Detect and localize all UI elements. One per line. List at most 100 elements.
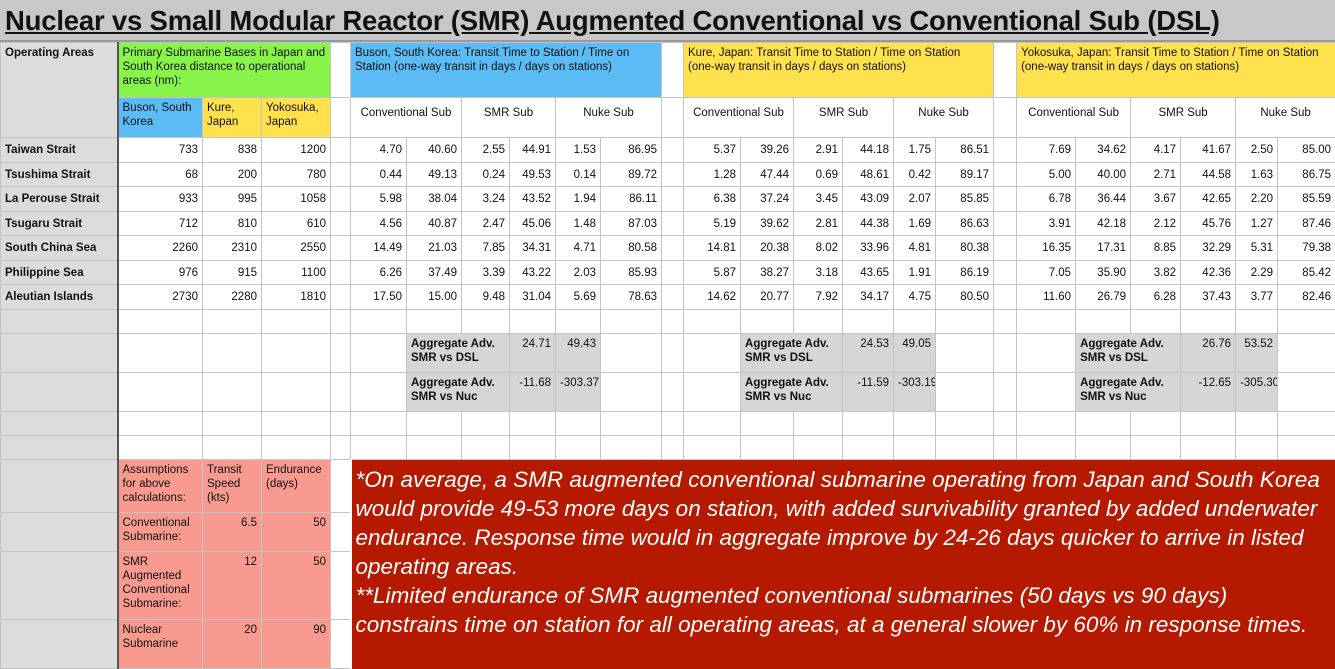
yokosuka-value[interactable]: 4.17 <box>1131 138 1181 163</box>
buson-value[interactable]: 0.24 <box>462 163 510 187</box>
empty-cell[interactable] <box>794 310 843 334</box>
empty-cell[interactable] <box>351 310 407 334</box>
buson-value[interactable]: 3.39 <box>462 261 510 285</box>
yokosuka-value[interactable]: 2.29 <box>1236 261 1278 285</box>
aggregate-nuc-label[interactable]: Aggregate Adv. SMR vs Nuc <box>1076 373 1181 412</box>
empty-cell[interactable] <box>994 310 1017 334</box>
aggregate-nuc-transit[interactable]: -12.65 <box>1181 373 1236 412</box>
kure-value[interactable]: 80.50 <box>936 285 994 310</box>
kure-value[interactable]: 89.17 <box>936 163 994 187</box>
empty-cell[interactable] <box>843 310 894 334</box>
kure-value[interactable]: 37.24 <box>741 187 794 212</box>
empty-cell[interactable] <box>741 436 794 460</box>
assumptions-header[interactable]: Assumptions for above calculations: <box>118 460 203 513</box>
kure-value[interactable]: 47.44 <box>741 163 794 187</box>
aggregate-nuc-station[interactable]: -303.19 <box>894 373 936 412</box>
kure-value[interactable]: 1.75 <box>894 138 936 163</box>
yokosuka-value[interactable]: 2.20 <box>1236 187 1278 212</box>
yokosuka-value[interactable]: 82.46 <box>1278 285 1335 310</box>
empty-cell[interactable] <box>936 373 994 412</box>
gap-cell[interactable] <box>662 163 684 187</box>
distance-value[interactable]: 1100 <box>262 261 331 285</box>
empty-cell[interactable] <box>331 334 351 373</box>
empty-cell[interactable] <box>1131 310 1181 334</box>
gap-cell[interactable] <box>994 285 1017 310</box>
operating-area-name[interactable]: Aleutian Islands <box>1 285 118 310</box>
distance-value[interactable]: 1200 <box>262 138 331 163</box>
empty-cell[interactable] <box>662 310 684 334</box>
yokosuka-value[interactable]: 11.60 <box>1017 285 1076 310</box>
transit-speed-header[interactable]: Transit Speed (kts) <box>203 460 262 513</box>
kure-value[interactable]: 44.38 <box>843 212 894 236</box>
empty-cell[interactable] <box>1236 310 1278 334</box>
buson-value[interactable]: 37.49 <box>407 261 462 285</box>
kure-value[interactable]: 48.61 <box>843 163 894 187</box>
empty-cell[interactable] <box>601 373 662 412</box>
gap-cell[interactable] <box>351 334 407 373</box>
distance-value[interactable]: 712 <box>118 212 203 236</box>
yokosuka-value[interactable]: 85.59 <box>1278 187 1335 212</box>
empty-cell[interactable] <box>1 513 118 552</box>
empty-cell[interactable] <box>462 436 510 460</box>
buson-value[interactable]: 5.98 <box>351 187 407 212</box>
distance-value[interactable]: 2310 <box>203 236 262 261</box>
yokosuka-value[interactable]: 86.75 <box>1278 163 1335 187</box>
yokosuka-value[interactable]: 42.65 <box>1181 187 1236 212</box>
empty-cell[interactable] <box>1017 310 1076 334</box>
aggregate-dsl-transit[interactable]: 24.71 <box>510 334 556 373</box>
empty-cell[interactable] <box>203 436 262 460</box>
gap-cell[interactable] <box>994 261 1017 285</box>
buson-value[interactable]: 34.31 <box>510 236 556 261</box>
buson-value[interactable]: 9.48 <box>462 285 510 310</box>
kure-distance-header[interactable]: Kure, Japan <box>203 98 262 138</box>
buson-value[interactable]: 1.94 <box>556 187 601 212</box>
empty-cell[interactable] <box>262 310 331 334</box>
empty-cell[interactable] <box>1 310 118 334</box>
empty-cell[interactable] <box>351 412 407 436</box>
yokosuka-value[interactable]: 3.67 <box>1131 187 1181 212</box>
yokosuka-value[interactable]: 3.82 <box>1131 261 1181 285</box>
assumption-label[interactable]: SMR Augmented Conventional Submarine: <box>118 552 203 620</box>
gap-cell[interactable] <box>662 285 684 310</box>
operating-area-name[interactable]: South China Sea <box>1 236 118 261</box>
empty-cell[interactable] <box>894 436 936 460</box>
assumption-label[interactable]: Nuclear Submarine <box>118 620 203 669</box>
smr-sub-header[interactable]: SMR Sub <box>1131 98 1236 138</box>
empty-cell[interactable] <box>118 412 203 436</box>
kure-value[interactable]: 4.75 <box>894 285 936 310</box>
gap-cell[interactable] <box>1017 373 1076 412</box>
empty-cell[interactable] <box>203 412 262 436</box>
empty-cell[interactable] <box>1076 310 1131 334</box>
gap-cell[interactable] <box>684 334 741 373</box>
kure-value[interactable]: 8.02 <box>794 236 843 261</box>
aggregate-nuc-station[interactable]: -305.30 <box>1236 373 1278 412</box>
empty-cell[interactable] <box>936 436 994 460</box>
assumption-endurance[interactable]: 50 <box>262 513 331 552</box>
gap-cell[interactable] <box>662 261 684 285</box>
distance-value[interactable]: 2730 <box>118 285 203 310</box>
kure-value[interactable]: 3.45 <box>794 187 843 212</box>
yokosuka-value[interactable]: 6.28 <box>1131 285 1181 310</box>
empty-cell[interactable] <box>1076 412 1131 436</box>
empty-cell[interactable] <box>203 373 262 412</box>
buson-value[interactable]: 31.04 <box>510 285 556 310</box>
kure-value[interactable]: 0.69 <box>794 163 843 187</box>
operating-area-name[interactable]: Tsugaru Strait <box>1 212 118 236</box>
distance-value[interactable]: 780 <box>262 163 331 187</box>
buson-value[interactable]: 2.55 <box>462 138 510 163</box>
empty-cell[interactable] <box>510 412 556 436</box>
empty-cell[interactable] <box>1131 436 1181 460</box>
empty-cell[interactable] <box>1181 310 1236 334</box>
buson-value[interactable]: 4.56 <box>351 212 407 236</box>
empty-cell[interactable] <box>1278 334 1335 373</box>
kure-value[interactable]: 14.81 <box>684 236 741 261</box>
empty-cell[interactable] <box>662 436 684 460</box>
buson-value[interactable]: 17.50 <box>351 285 407 310</box>
buson-value[interactable]: 40.87 <box>407 212 462 236</box>
empty-cell[interactable] <box>331 436 351 460</box>
yokosuka-value[interactable]: 44.58 <box>1181 163 1236 187</box>
empty-cell[interactable] <box>741 412 794 436</box>
buson-value[interactable]: 4.71 <box>556 236 601 261</box>
empty-cell[interactable] <box>1181 412 1236 436</box>
distance-value[interactable]: 2550 <box>262 236 331 261</box>
